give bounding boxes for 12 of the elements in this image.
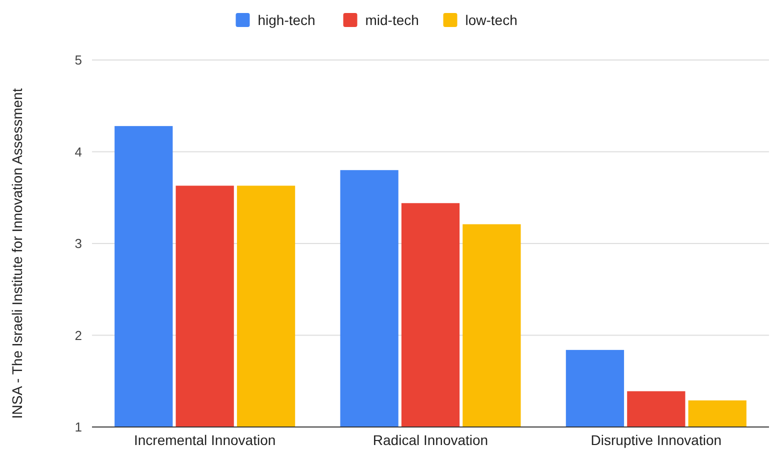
x-tick-label: Radical Innovation (372, 432, 488, 448)
y-axis-title: INSA - The Israeli Institute for Innovation Assessment (9, 88, 25, 419)
y-tick-label: 4 (74, 144, 82, 160)
y-tick-label: 3 (74, 236, 82, 252)
legend-label: high-tech (258, 12, 316, 28)
x-tick-label: Incremental Innovation (134, 432, 276, 448)
legend-label: mid-tech (365, 12, 419, 28)
y-tick-label: 2 (74, 328, 82, 343)
x-tick-label: Disruptive Innovation (590, 432, 722, 448)
y-tick-label: 1 (74, 420, 82, 435)
y-tick-label: 5 (74, 52, 82, 68)
legend-label: low-tech (465, 12, 518, 28)
